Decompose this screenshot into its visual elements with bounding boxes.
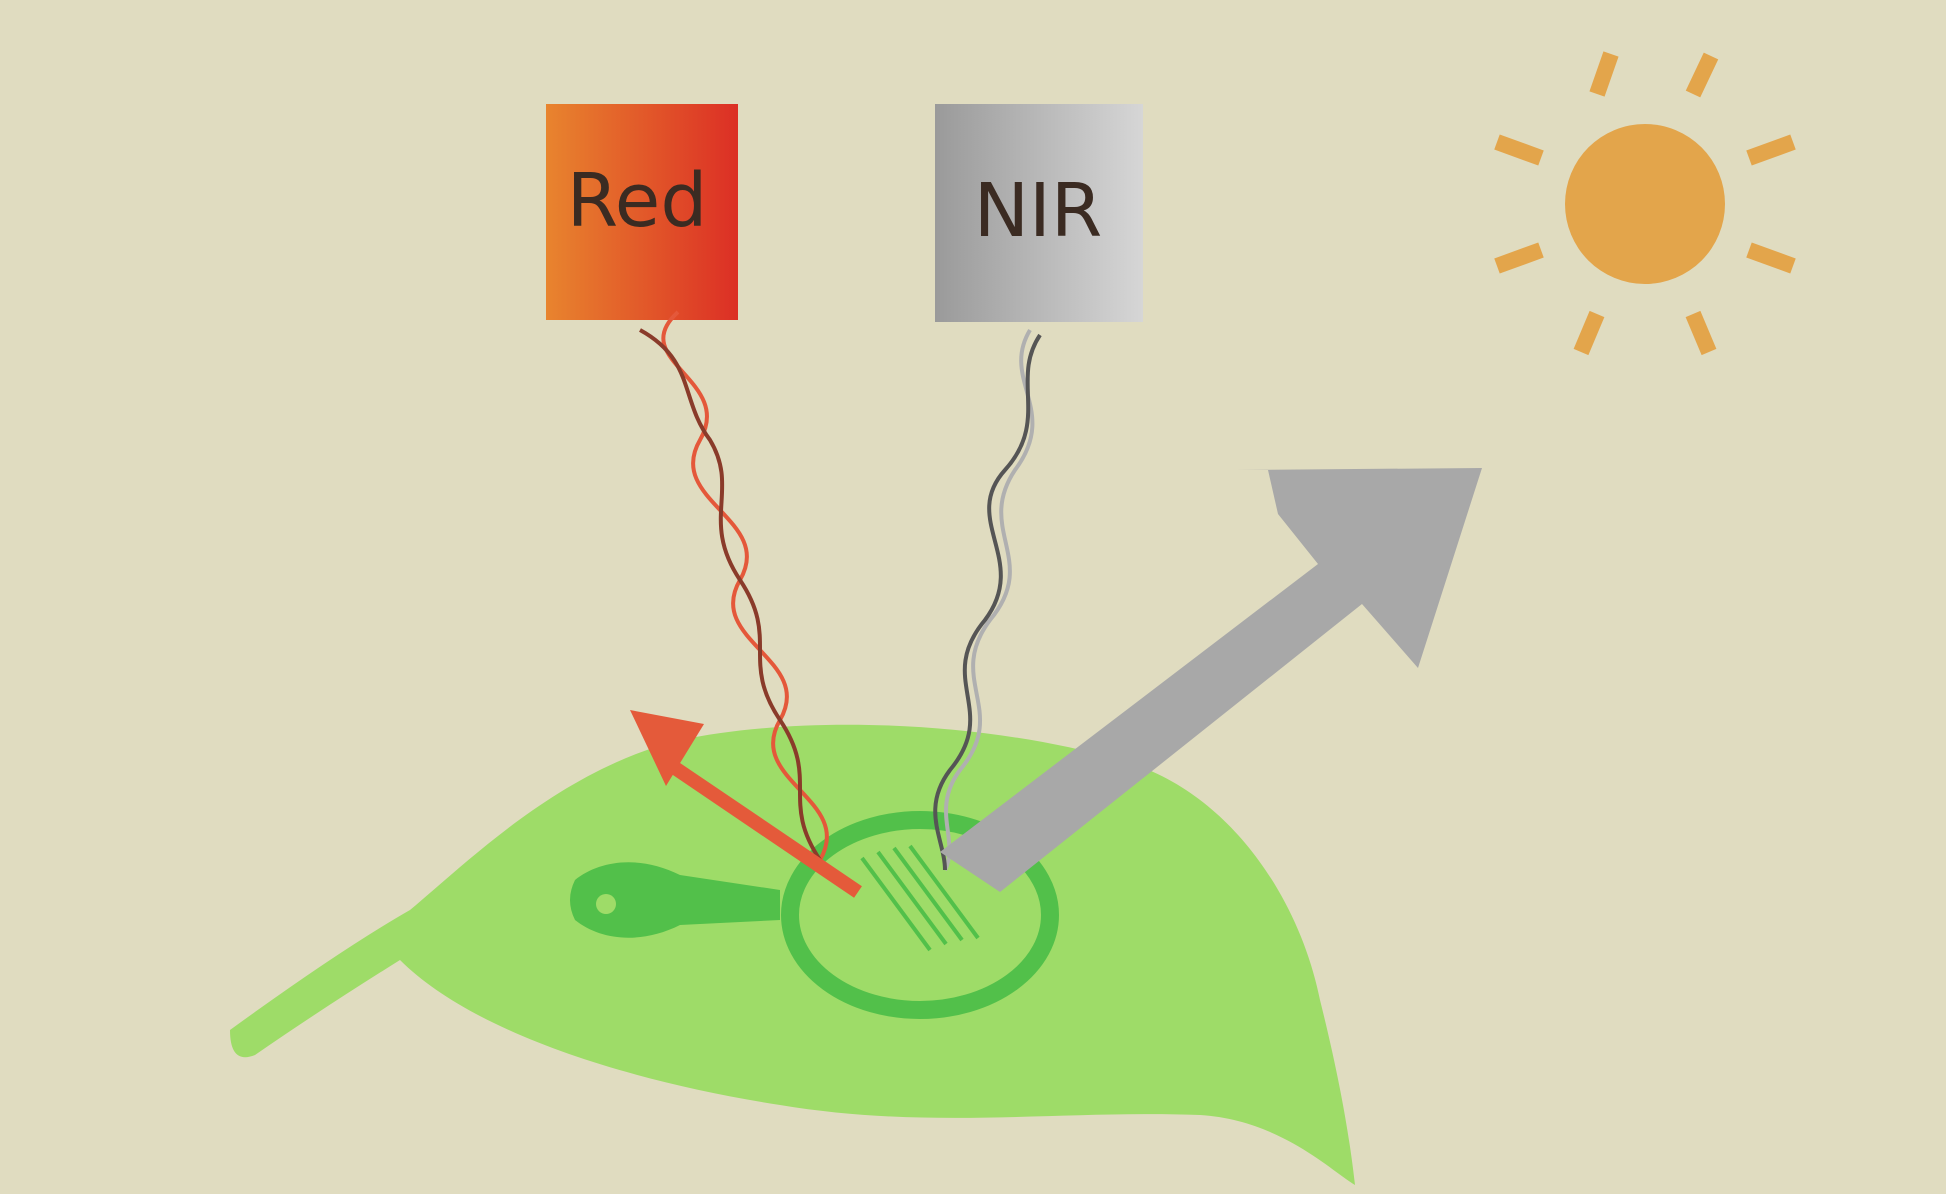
red-reflect-arrow [630, 710, 862, 898]
red-wave [639, 310, 829, 862]
sun-icon [1494, 51, 1796, 356]
nir-reflect-arrow [940, 468, 1482, 892]
nir-band-label: NIR [974, 168, 1103, 254]
red-band-box: Red [546, 104, 738, 320]
magnifier-icon [570, 811, 1059, 1019]
nir-band-box: NIR [935, 104, 1143, 322]
red-band-label: Red [567, 158, 708, 244]
nir-wave [933, 328, 1042, 871]
